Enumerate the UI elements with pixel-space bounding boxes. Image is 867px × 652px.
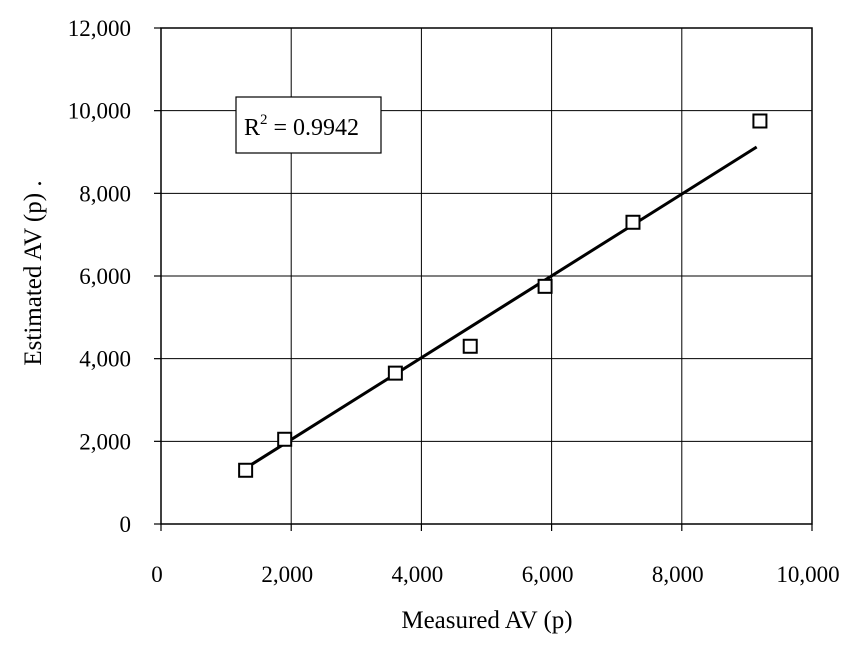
data-points (238, 113, 768, 478)
y-tick-label: 4,000 (79, 347, 131, 372)
x-tick-label: 4,000 (392, 562, 444, 587)
data-point (625, 214, 641, 230)
y-axis-title: Estimated AV (p) . (20, 180, 47, 365)
x-axis-title: Measured AV (p) (401, 607, 572, 634)
r-squared-annotation: R2 = 0.9942 (235, 96, 382, 154)
x-tick-label: 0 (151, 562, 163, 587)
annotation-box (235, 96, 382, 154)
data-point (238, 462, 254, 478)
x-tick-label: 6,000 (522, 562, 574, 587)
grid-lines (161, 28, 812, 524)
data-point (537, 278, 553, 294)
data-point (387, 365, 403, 381)
y-axis-ticks: 0 2,000 4,000 6,000 8,000 10,000 12,000 (68, 16, 161, 537)
x-axis-ticks: 0 2,000 4,000 6,000 8,000 10,000 (151, 524, 840, 587)
y-tick-label: 10,000 (68, 99, 131, 124)
data-point (752, 113, 768, 129)
x-tick-label: 10,000 (776, 562, 839, 587)
trendline (244, 145, 758, 470)
x-tick-label: 8,000 (652, 562, 704, 587)
y-tick-label: 8,000 (79, 181, 131, 206)
y-tick-label: 2,000 (79, 429, 131, 454)
x-tick-label: 2,000 (261, 562, 313, 587)
data-point (462, 338, 478, 354)
y-tick-label: 12,000 (68, 16, 131, 41)
y-tick-label: 0 (120, 512, 132, 537)
r-squared-label: R2 = 0.9942 (244, 112, 359, 141)
y-tick-label: 6,000 (79, 264, 131, 289)
data-point (277, 431, 293, 447)
